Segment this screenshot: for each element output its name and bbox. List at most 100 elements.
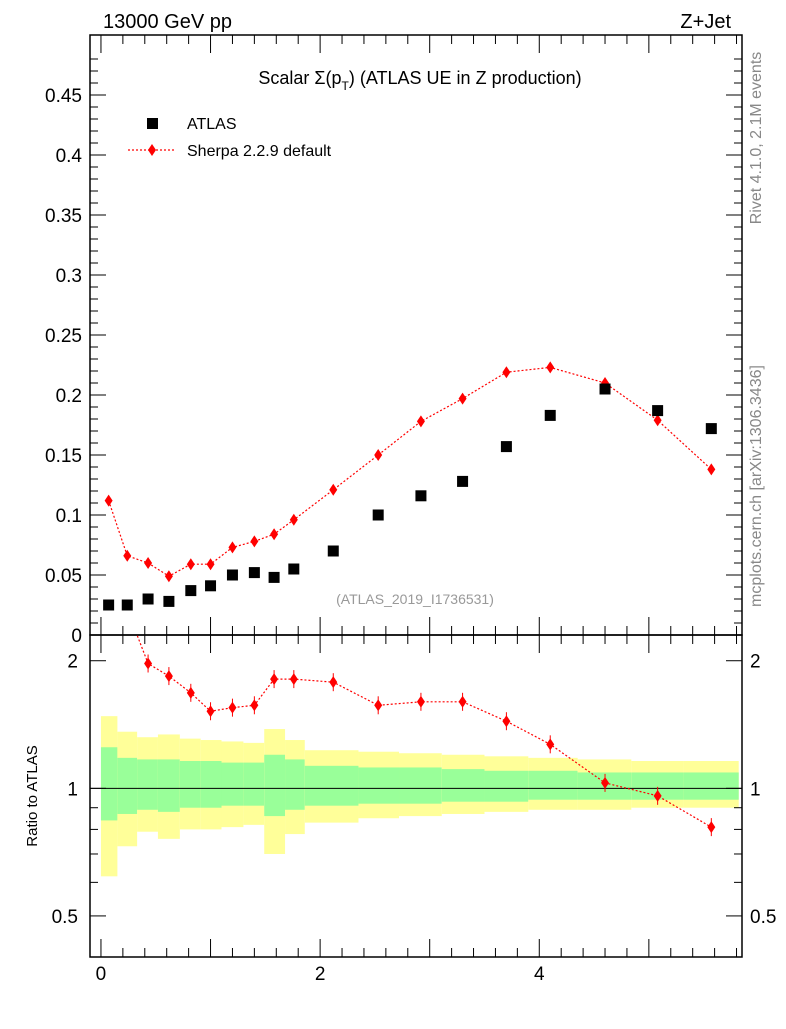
atlas-point (652, 405, 664, 417)
main-ytick-label: 0.05 (45, 566, 82, 587)
process-label: Z+Jet (680, 11, 731, 33)
main-ytick-label: 0.2 (56, 386, 82, 407)
sherpa-point (123, 549, 132, 562)
sherpa-point (250, 535, 259, 548)
sherpa-point (374, 449, 383, 461)
ratio-point (416, 695, 425, 708)
main-ytick-label: 0.25 (45, 326, 82, 347)
atlas-point (205, 580, 217, 592)
plot-title-subscript: T (342, 79, 350, 93)
atlas-point (185, 585, 197, 597)
atlas-point (268, 571, 280, 583)
band-inner-bin (683, 772, 739, 800)
ratio-point (329, 676, 338, 689)
ratio-xtick-label: 4 (534, 964, 545, 985)
ratio-point (502, 715, 511, 728)
band-inner-bin (528, 770, 578, 800)
main-ytick-label: 0.1 (56, 506, 82, 527)
ratio-ytick-label-right: 0.5 (750, 907, 776, 928)
ratio-uncertainty-bands (100, 716, 739, 877)
band-inner-bin (100, 747, 118, 821)
band-inner-bin (304, 765, 359, 806)
ratio-xtick-label: 2 (315, 964, 326, 985)
sherpa-point (416, 415, 425, 428)
atlas-point (121, 599, 133, 611)
main-ytick-label: 0.3 (56, 266, 82, 287)
atlas-point (163, 595, 175, 607)
sherpa-point (653, 414, 662, 427)
sherpa-point (270, 528, 279, 541)
atlas-point (705, 423, 717, 435)
band-inner-bin (264, 754, 286, 817)
ratio-point (707, 821, 716, 834)
atlas-point (457, 475, 469, 487)
atlas-point (599, 383, 611, 395)
sherpa-point (546, 361, 555, 374)
ratio-xtick-label: 0 (96, 964, 107, 985)
ratio-axis-label: Ratio to ATLAS (24, 745, 41, 846)
ratio-ytick-label-right: 2 (750, 652, 761, 673)
plot-title: Scalar Σ(pT) (ATLAS UE in Z production) (258, 68, 581, 93)
atlas-point (544, 409, 556, 421)
band-inner-bin (221, 762, 244, 806)
ratio-ytick-label-left: 0.5 (52, 907, 78, 928)
atlas-point (103, 599, 115, 611)
sherpa-series-ratio (136, 635, 716, 837)
band-inner-bin (285, 759, 305, 810)
band-inner-bin (179, 761, 201, 808)
sherpa-point (206, 558, 215, 571)
ratio-point (458, 695, 467, 708)
sherpa-point (458, 392, 467, 405)
ratio-point (601, 776, 610, 789)
ratio-point (186, 686, 195, 699)
sherpa-series-main (104, 361, 716, 583)
atlas-point (248, 567, 260, 579)
band-inner-bin (117, 757, 138, 814)
energy-label: 13000 GeV pp (103, 11, 232, 33)
sherpa-point (329, 483, 338, 496)
sherpa-point (186, 558, 195, 571)
band-inner-bin (484, 770, 529, 802)
atlas-point (415, 490, 427, 502)
band-inner-bin (157, 759, 180, 812)
ratio-point (206, 705, 215, 718)
plot-title-suffix: ) (ATLAS UE in Z production) (349, 68, 582, 88)
sherpa-point (289, 513, 298, 526)
ratio-clip-group (136, 635, 716, 837)
main-ytick-label: 0.4 (56, 146, 83, 167)
ratio-point (289, 673, 298, 686)
ratio-ytick-label-left: 1 (67, 779, 78, 800)
axis-ticks (90, 35, 742, 957)
ratio-point (250, 699, 259, 712)
atlas-point (142, 593, 154, 605)
sherpa-point (707, 463, 716, 476)
legend-sherpa-label: Sherpa 2.2.9 default (187, 143, 332, 160)
main-ytick-label: 0 (71, 626, 82, 647)
ratio-point (653, 789, 662, 802)
band-inner-bin (358, 767, 400, 804)
atlas-point (288, 563, 300, 575)
ratio-point (164, 670, 173, 683)
ratio-point (228, 701, 237, 714)
mcplots-label: mcplots.cern.ch [arXiv:1306.3436] (748, 365, 765, 607)
ratio-ytick-label-right: 1 (750, 779, 761, 800)
ratio-ytick-label-left: 2 (67, 652, 78, 673)
ratio-point (144, 657, 153, 670)
main-ytick-label: 0.35 (45, 206, 82, 227)
legend-atlas-label: ATLAS (187, 116, 237, 133)
axis-tick-labels: 0 0.05 0.1 0.15 0.2 0.25 0.3 0.35 0.4 0.45 0 2 4 0.5 0… (45, 86, 776, 985)
sherpa-point (228, 541, 237, 554)
band-inner-bin (200, 761, 222, 808)
band-inner-bin (441, 769, 485, 802)
atlas-point (327, 545, 339, 557)
legend: ATLAS Sherpa 2.2.9 default (128, 116, 332, 160)
main-ytick-label: 0.15 (45, 446, 82, 467)
legend-sherpa-marker (148, 144, 156, 156)
sherpa-point (144, 557, 153, 569)
main-ytick-label: 0.45 (45, 86, 82, 107)
atlas-point (500, 441, 512, 453)
atlas-series-main (103, 383, 717, 611)
atlas-point (372, 509, 384, 521)
legend-atlas-marker (147, 118, 158, 129)
